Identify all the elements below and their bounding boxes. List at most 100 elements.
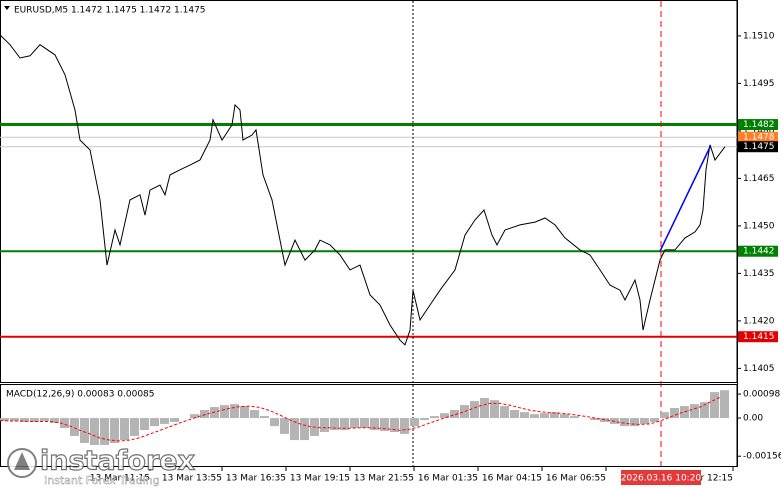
level-label-bg (738, 119, 778, 131)
histogram-bar (690, 404, 699, 419)
menu-triangle (4, 6, 10, 10)
level-label-bg (738, 141, 778, 153)
histogram-bar (710, 392, 719, 419)
histogram-bar (660, 412, 669, 419)
x-tick-label: 13 Mar 21:55 (354, 474, 414, 484)
histogram-bar (550, 412, 559, 419)
histogram-bar (340, 418, 349, 431)
histogram-bar (390, 418, 399, 432)
histogram-bar (270, 418, 279, 427)
level-label-bg (738, 131, 778, 143)
histogram-bar (300, 418, 309, 441)
histogram-bar (40, 418, 49, 421)
level-label-bg (738, 331, 778, 343)
histogram-bar (490, 400, 499, 419)
histogram-bar (540, 413, 549, 419)
histogram-bar (640, 418, 649, 424)
histogram-bar (50, 418, 59, 423)
cursor-label: 2026.03.16 10:20 (621, 474, 702, 484)
histogram-bar (200, 409, 209, 419)
histogram-bar (140, 418, 149, 431)
histogram-bar (260, 416, 269, 419)
y-tick-label: 0.00098 (743, 390, 780, 400)
level-label: 1.1415 (743, 332, 775, 342)
histogram-bar (90, 418, 99, 445)
histogram-bar (530, 414, 539, 419)
x-tick-label: 16 Mar 06:55 (546, 474, 606, 484)
histogram-bar (410, 418, 419, 427)
y-tick-label: 1.1405 (743, 364, 775, 374)
panel-title: EURUSD,M5 1.1472 1.1475 1.1472 1.1475 (14, 6, 206, 16)
histogram-bar (370, 418, 379, 431)
y-tick-label: 1.1510 (743, 31, 775, 41)
histogram-bar (110, 418, 119, 444)
histogram-bar (30, 418, 39, 422)
histogram-bar (630, 418, 639, 427)
cursor-label-bg (621, 470, 701, 485)
y-tick-label: 1.1420 (743, 316, 775, 326)
x-tick-label: 13 Mar 19:15 (290, 474, 350, 484)
histogram-bar (330, 418, 339, 431)
histogram-bar (20, 418, 29, 422)
level-label-bg (738, 245, 778, 257)
histogram-bar (320, 418, 329, 432)
histogram-bar (120, 418, 129, 441)
price-line (0, 34, 726, 346)
histogram-bar (10, 418, 19, 421)
level-label: 1.1482 (743, 120, 775, 130)
histogram-bar (480, 397, 489, 419)
y-tick-label: 1.1450 (743, 221, 775, 231)
y-tick-label: 1.1465 (743, 174, 775, 184)
histogram-bar (520, 412, 529, 419)
y-tick-label: 1.1495 (743, 79, 775, 89)
x-tick-label: 13 Mar 16:35 (226, 474, 286, 484)
histogram-bar (160, 418, 169, 424)
x-tick-label: 13 Mar 11:15 (90, 474, 150, 484)
histogram-bar (290, 418, 299, 441)
histogram-bar (590, 418, 599, 421)
y-tick-label: 1.1480 (743, 126, 775, 136)
level-label: 1.1478 (743, 133, 775, 143)
histogram-bar (720, 390, 729, 419)
histogram-bar (470, 401, 479, 419)
histogram-bar (130, 418, 139, 436)
level-label: 1.1475 (743, 142, 775, 152)
histogram-bar (560, 414, 569, 419)
histogram-bar (350, 418, 359, 429)
histogram-bar (240, 406, 249, 419)
x-tick-label: 16 Mar 12:15 (673, 474, 733, 484)
histogram-bar (510, 409, 519, 419)
histogram-bar (250, 409, 259, 419)
brand: instaforex (40, 446, 195, 477)
histogram-bar (460, 405, 469, 419)
x-tick-label: 16 Mar 01:35 (418, 474, 478, 484)
histogram-bar (680, 406, 689, 419)
histogram-bar (150, 418, 159, 427)
histogram-bar (700, 402, 709, 419)
signal-line (0, 396, 721, 442)
histogram-bar (100, 418, 109, 445)
histogram-bar (280, 418, 289, 434)
y-tick-label: 1.1435 (743, 269, 775, 279)
histogram-bar (430, 416, 439, 419)
y-tick-label: -0.00156 (743, 452, 781, 462)
x-tick-label: 16 Mar 04:15 (482, 474, 542, 484)
level-label: 1.1442 (743, 247, 775, 257)
histogram-bar (360, 418, 369, 429)
histogram-bar (450, 409, 459, 419)
histogram-bar (400, 418, 409, 434)
histogram-bar (620, 418, 629, 427)
trend-line (659, 146, 711, 252)
panel-title: MACD(12,26,9) 0.00083 0.00085 (6, 390, 155, 400)
logo-mark (14, 452, 30, 470)
histogram-bar (60, 418, 69, 429)
histogram-bar (0, 418, 9, 421)
y-tick-label: 0.00 (743, 414, 763, 424)
tagline: Instant Forex Trading (44, 474, 160, 487)
histogram-bar (70, 418, 79, 436)
histogram-bar (650, 418, 659, 422)
histogram-bar (170, 418, 179, 422)
